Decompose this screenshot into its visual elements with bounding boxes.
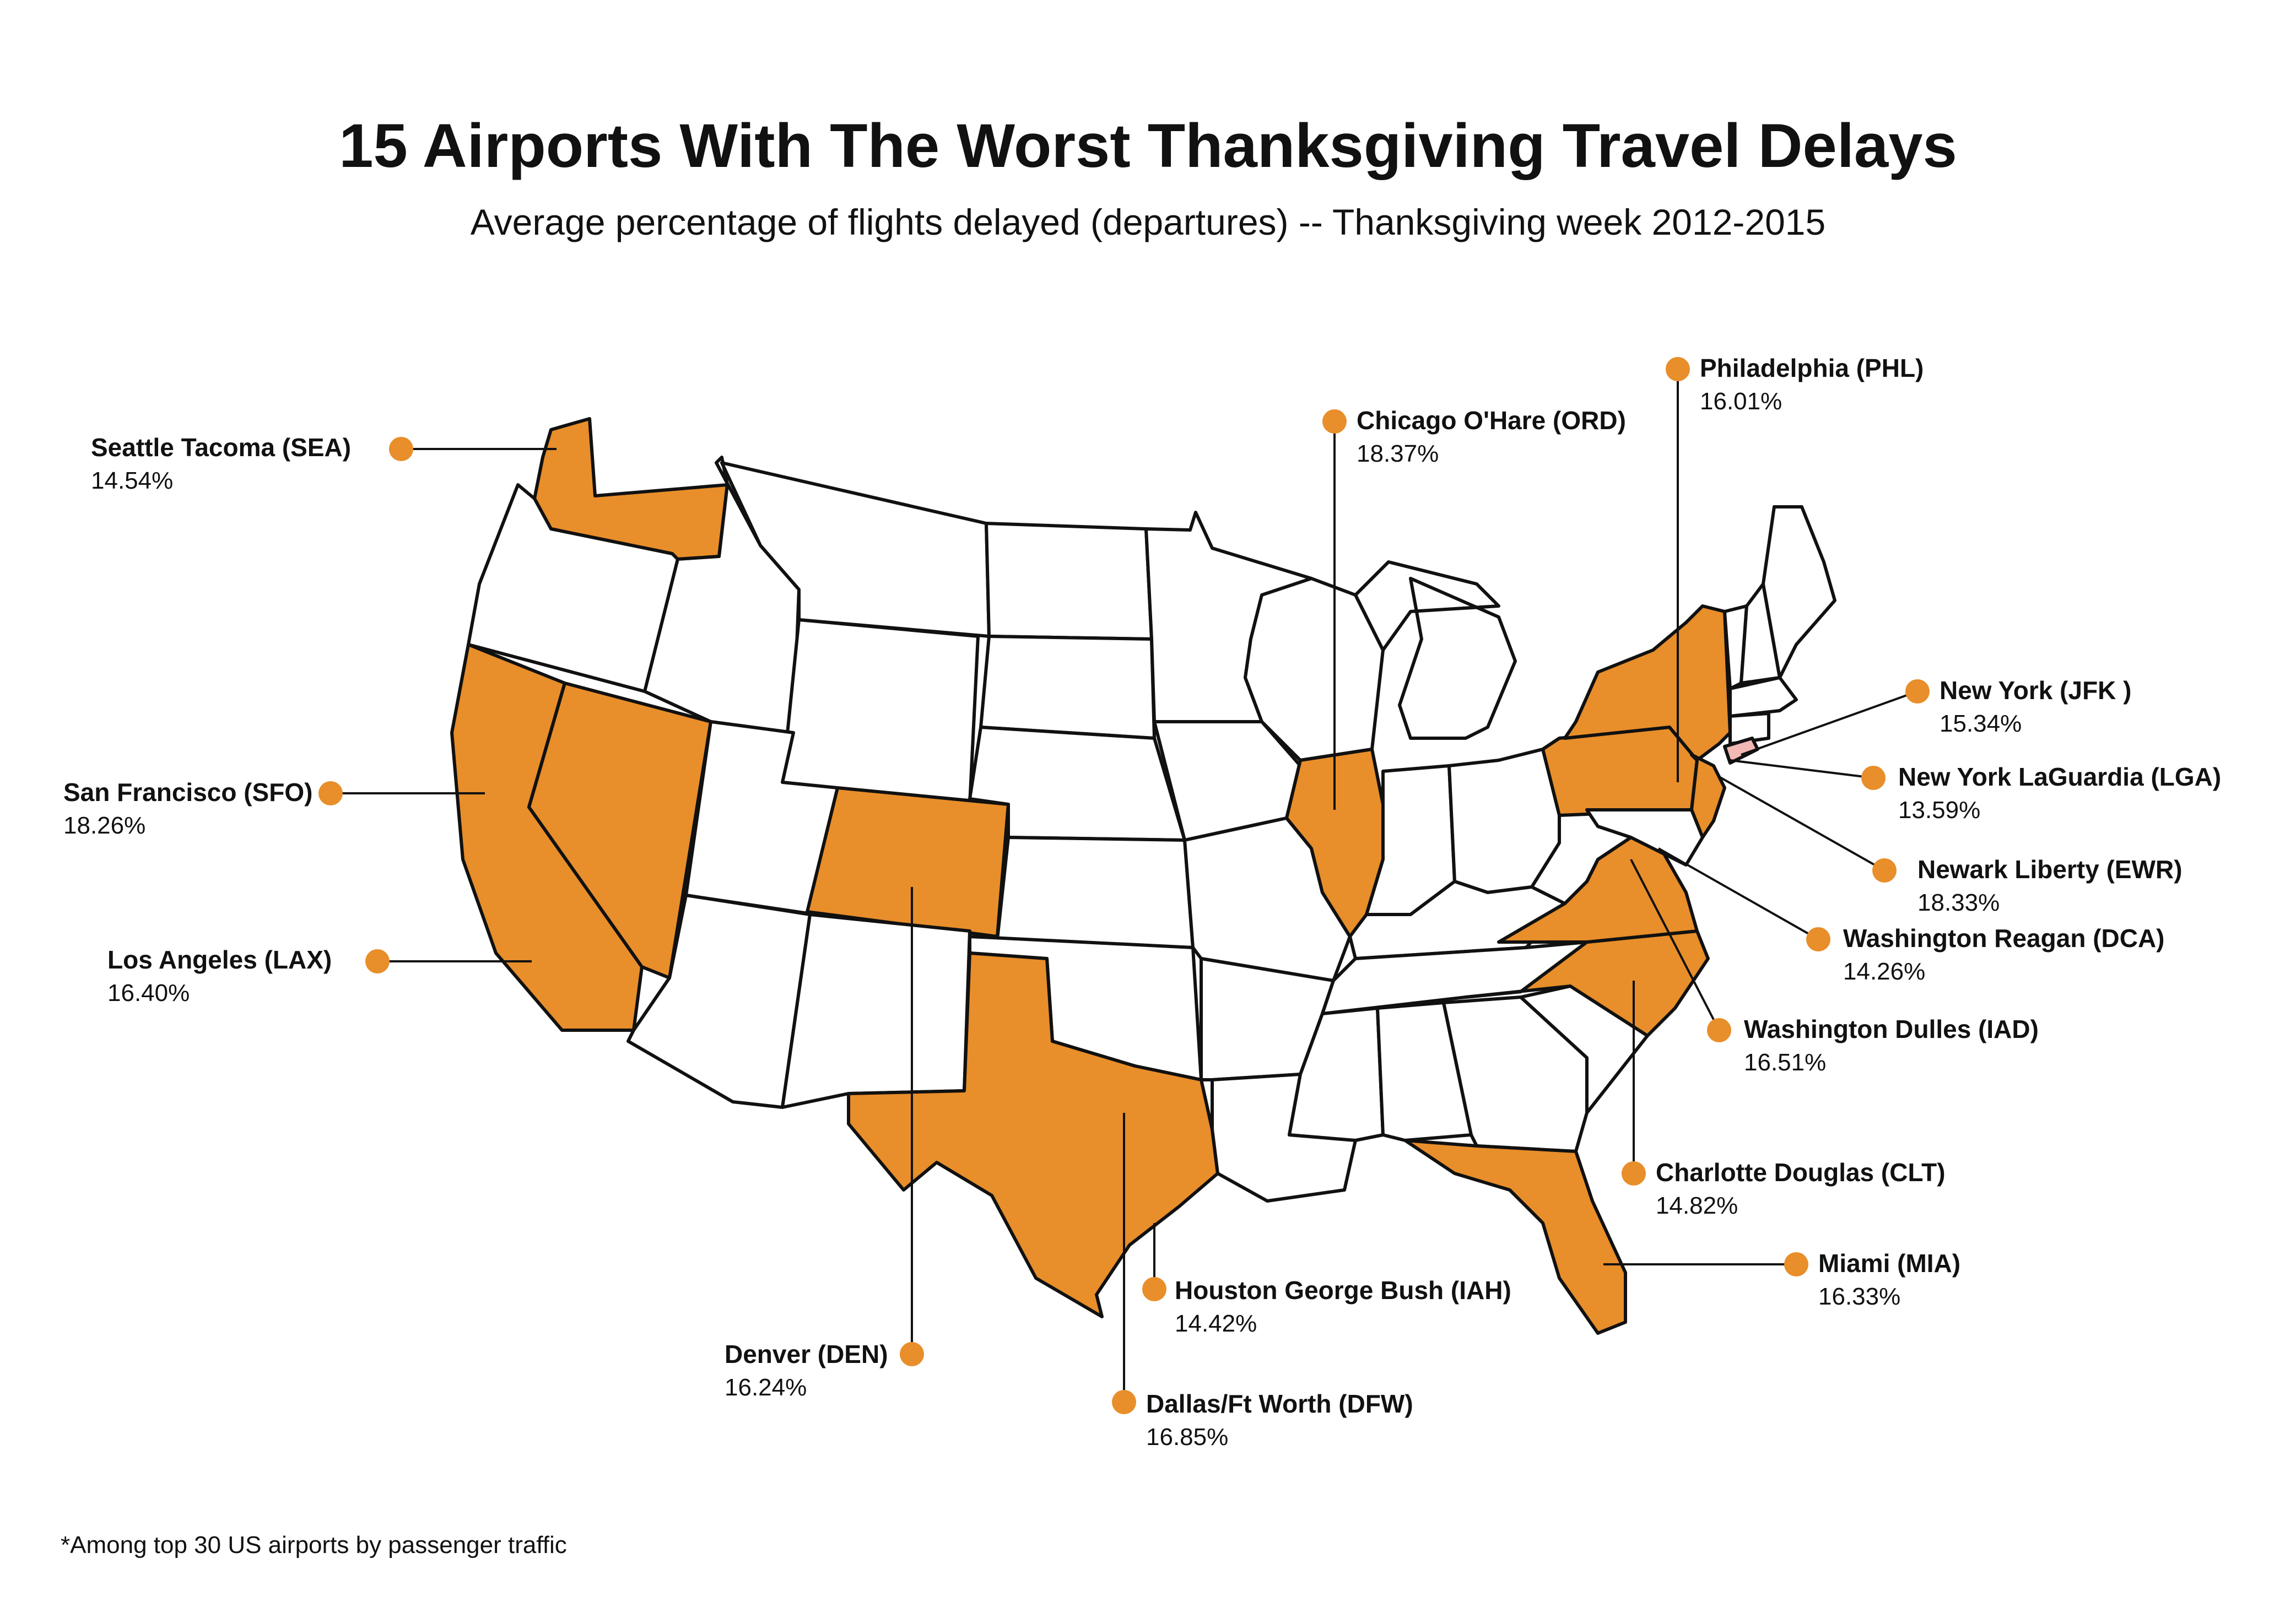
airport-value: 16.24% xyxy=(725,1374,807,1401)
airport-value: 14.54% xyxy=(91,467,174,494)
label-dfw: Dallas/Ft Worth (DFW) 16.85% xyxy=(1146,1387,1413,1454)
label-mia: Miami (MIA) 16.33% xyxy=(1818,1247,1960,1314)
state-colorado xyxy=(806,786,1010,938)
marker-sfo xyxy=(318,781,343,805)
airport-value: 18.33% xyxy=(1917,889,2000,916)
state-alabama xyxy=(1376,1001,1473,1142)
label-den: Denver (DEN) 16.24% xyxy=(725,1338,888,1405)
state-wyoming xyxy=(781,618,980,806)
airport-value: 16.40% xyxy=(107,980,190,1007)
state-michigan xyxy=(1354,560,1517,740)
state-new-jersey xyxy=(1690,753,1726,839)
leader-lines xyxy=(331,369,1918,1402)
airport-value: 16.33% xyxy=(1818,1283,1901,1310)
airport-name: New York (JFK ) xyxy=(1940,676,2132,705)
airport-value: 13.59% xyxy=(1898,797,1981,824)
label-sea: Seattle Tacoma (SEA) 14.54% xyxy=(91,431,351,498)
airport-value: 18.26% xyxy=(63,812,146,839)
state-florida xyxy=(1403,1139,1627,1335)
label-lga: New York LaGuardia (LGA) 13.59% xyxy=(1898,760,2221,827)
state-pennsylvania xyxy=(1541,726,1699,817)
airport-value: 14.82% xyxy=(1656,1192,1738,1219)
chart-subtitle: Average percentage of flights delayed (d… xyxy=(470,202,1826,242)
airport-value: 14.42% xyxy=(1175,1310,1257,1337)
airport-name: Dallas/Ft Worth (DFW) xyxy=(1146,1389,1413,1418)
marker-jfk xyxy=(1905,679,1930,704)
label-ewr: Newark Liberty (EWR) 18.33% xyxy=(1917,853,2182,920)
state-south-dakota xyxy=(979,635,1156,740)
marker-mia xyxy=(1784,1252,1808,1276)
marker-iad xyxy=(1707,1018,1731,1042)
airport-name: Miami (MIA) xyxy=(1818,1249,1961,1278)
marker-dca xyxy=(1806,927,1830,951)
marker-ord xyxy=(1322,409,1347,434)
state-maine xyxy=(1762,505,1836,679)
state-texas xyxy=(847,951,1219,1318)
airport-name: Seattle Tacoma (SEA) xyxy=(91,433,352,462)
marker-lga xyxy=(1861,766,1886,790)
airport-name: Washington Reagan (DCA) xyxy=(1843,924,2165,953)
airport-name: New York LaGuardia (LGA) xyxy=(1898,762,2222,791)
label-dca: Washington Reagan (DCA) 14.26% xyxy=(1843,922,2165,989)
airport-value: 15.34% xyxy=(1940,710,2022,737)
airport-name: Charlotte Douglas (CLT) xyxy=(1656,1158,1946,1187)
marker-sea xyxy=(389,437,413,461)
airport-name: San Francisco (SFO) xyxy=(63,778,313,807)
label-iah: Houston George Bush (IAH) 14.42% xyxy=(1175,1274,1511,1341)
airport-name: Denver (DEN) xyxy=(725,1340,888,1368)
marker-clt xyxy=(1622,1161,1646,1186)
state-kansas xyxy=(996,836,1195,949)
airport-value: 16.51% xyxy=(1744,1049,1827,1076)
marker-lax xyxy=(365,949,390,973)
chart-title: 15 Airports With The Worst Thanksgiving … xyxy=(339,111,1957,180)
label-iad: Washington Dulles (IAD) 16.51% xyxy=(1744,1013,2039,1080)
marker-den xyxy=(900,1342,924,1366)
airport-name: Houston George Bush (IAH) xyxy=(1175,1276,1511,1305)
airport-name: Philadelphia (PHL) xyxy=(1700,354,1924,382)
marker-dfw xyxy=(1112,1390,1136,1414)
airport-value: 18.37% xyxy=(1357,440,1439,467)
label-jfk: New York (JFK ) 15.34% xyxy=(1940,674,2131,741)
state-wisconsin xyxy=(1244,577,1385,762)
state-north-dakota xyxy=(985,522,1153,641)
airport-name: Chicago O'Hare (ORD) xyxy=(1357,406,1626,435)
state-maryland xyxy=(1585,808,1704,867)
label-ord: Chicago O'Hare (ORD) 18.37% xyxy=(1357,404,1626,471)
marker-iah xyxy=(1142,1277,1166,1301)
airport-name: Los Angeles (LAX) xyxy=(107,945,332,974)
label-clt: Charlotte Douglas (CLT) 14.82% xyxy=(1656,1156,1946,1223)
label-sfo: San Francisco (SFO) 18.26% xyxy=(63,776,312,843)
state-nevada xyxy=(527,681,712,980)
label-phl: Philadelphia (PHL) 16.01% xyxy=(1700,351,1924,419)
footnote: *Among top 30 US airports by passenger t… xyxy=(61,1532,567,1559)
airport-name: Washington Dulles (IAD) xyxy=(1744,1015,2039,1043)
airport-name: Newark Liberty (EWR) xyxy=(1917,855,2182,884)
airport-value: 16.01% xyxy=(1700,388,1782,415)
state-connecticut xyxy=(1728,712,1770,745)
label-lax: Los Angeles (LAX) 16.40% xyxy=(107,943,332,1010)
airport-value: 14.26% xyxy=(1843,958,1926,985)
state-north-carolina xyxy=(1464,929,1710,1037)
state-massachusetts xyxy=(1728,676,1798,718)
state-new-mexico xyxy=(781,913,971,1109)
marker-ewr xyxy=(1872,858,1897,883)
airport-value: 16.85% xyxy=(1146,1424,1229,1451)
airport-markers xyxy=(318,357,1930,1414)
marker-phl xyxy=(1666,357,1690,381)
